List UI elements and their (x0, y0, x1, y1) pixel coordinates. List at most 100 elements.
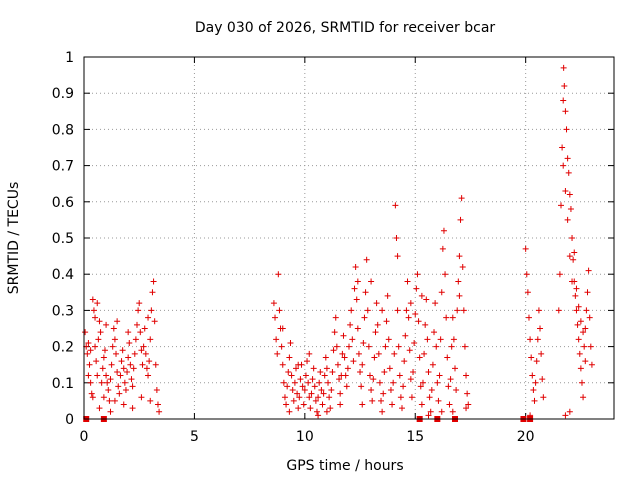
data-point (87, 379, 94, 386)
data-point (425, 368, 432, 375)
data-point (397, 394, 404, 401)
data-point (82, 329, 89, 336)
data-point (92, 314, 99, 321)
data-point (432, 300, 439, 307)
data-point (84, 350, 91, 357)
data-point (407, 300, 414, 307)
data-point (389, 401, 396, 408)
data-point (125, 329, 132, 336)
data-point (429, 361, 436, 368)
data-point (566, 253, 573, 260)
data-point (374, 321, 381, 328)
data-point (120, 365, 127, 372)
data-point (316, 379, 323, 386)
data-point (288, 372, 295, 379)
data-point (274, 350, 281, 357)
data-point (287, 339, 294, 346)
data-point (573, 285, 580, 292)
y-tick-label: 0.7 (52, 159, 74, 175)
data-point (305, 379, 312, 386)
data-point (353, 296, 360, 303)
data-point (146, 358, 153, 365)
data-point (94, 300, 101, 307)
data-point (465, 401, 472, 408)
data-point (525, 314, 532, 321)
data-point (410, 368, 417, 375)
y-tick-label: 0.1 (52, 376, 74, 392)
data-point (408, 394, 415, 401)
data-point (136, 300, 143, 307)
data-point (273, 336, 280, 343)
data-point (460, 307, 467, 314)
data-point (561, 82, 568, 89)
data-point (86, 361, 93, 368)
data-point (559, 144, 566, 151)
data-point (447, 376, 454, 383)
data-point (454, 307, 461, 314)
data-point (354, 325, 361, 332)
data-point (286, 408, 293, 415)
grid-lines (84, 57, 614, 419)
data-point (285, 368, 292, 375)
data-point (411, 339, 418, 346)
data-point (334, 361, 341, 368)
data-point (95, 336, 102, 343)
data-point (119, 347, 126, 354)
data-point (307, 405, 314, 412)
data-point (407, 376, 414, 383)
data-point (349, 336, 356, 343)
data-point (562, 412, 569, 419)
chart-title: Day 030 of 2026, SRMTID for receiver bca… (195, 20, 496, 36)
data-point (327, 405, 334, 412)
data-point (306, 350, 313, 357)
data-point (562, 108, 569, 115)
data-point (279, 325, 286, 332)
data-point (535, 307, 542, 314)
data-point (531, 397, 538, 404)
data-point (330, 347, 337, 354)
data-point (291, 379, 298, 386)
data-point (427, 408, 434, 415)
data-point (434, 379, 441, 386)
data-point (337, 401, 344, 408)
data-point (313, 408, 320, 415)
data-point (446, 401, 453, 408)
data-point (459, 263, 466, 270)
data-point (97, 329, 104, 336)
data-point (365, 343, 372, 350)
data-point (464, 390, 471, 397)
data-point (452, 365, 458, 372)
data-point (578, 379, 585, 386)
data-point (379, 307, 386, 314)
data-point (127, 361, 134, 368)
data-point (569, 235, 576, 241)
data-point (368, 387, 375, 394)
data-point (311, 383, 318, 390)
data-point (391, 350, 398, 357)
data-point (357, 368, 364, 375)
data-point (151, 318, 158, 325)
data-point (154, 401, 161, 408)
data-point (149, 289, 156, 296)
data-point (587, 343, 594, 350)
data-point (400, 383, 407, 390)
y-tick-label: 0.3 (52, 303, 74, 319)
data-point (443, 314, 450, 321)
data-point (456, 292, 463, 299)
data-point (276, 307, 283, 314)
data-point (309, 376, 316, 383)
data-point (383, 318, 390, 325)
y-tick-label: 0.8 (52, 122, 74, 138)
plot-frame (83, 56, 615, 420)
data-point (363, 256, 370, 263)
data-point (582, 358, 589, 365)
y-tick-label: 0 (65, 412, 74, 428)
data-point (358, 383, 365, 390)
data-point (560, 64, 567, 71)
data-point (318, 387, 325, 394)
data-point (562, 187, 569, 194)
data-point (372, 329, 379, 336)
data-point (573, 307, 580, 314)
data-point (130, 365, 137, 372)
